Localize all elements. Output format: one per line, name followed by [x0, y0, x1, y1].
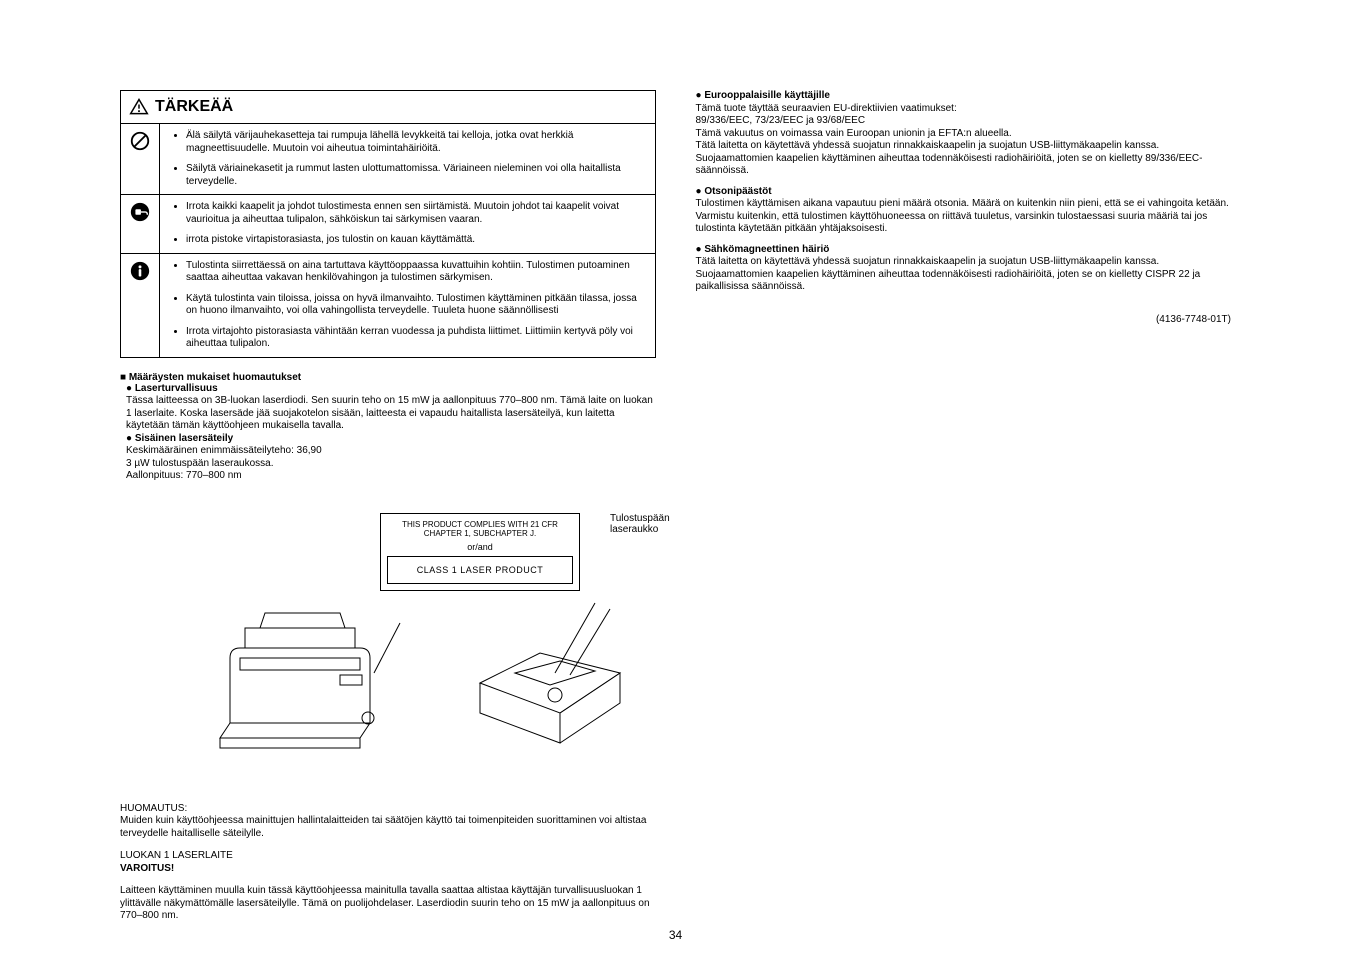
important-title: TÄRKEÄÄ — [155, 97, 233, 117]
laser-safety-text: Tässa laitteessa on 3B-luokan laserdiodi… — [126, 395, 656, 433]
eu-title: ● Eurooppalaisille käyttäjille — [696, 90, 1232, 103]
laser-unit-illustration — [460, 583, 640, 763]
warning-text: Laitteen käyttäminen muulla kuin tässä k… — [120, 885, 656, 923]
page-number: 34 — [669, 928, 682, 942]
eu-p3: Tämä vakuutus on voimassa vain Euroopan … — [696, 128, 1232, 141]
bullet: Tulostinta siirrettäessä on aina tartutt… — [186, 260, 647, 285]
bullet: Irrota kaikki kaapelit ja johdot tulosti… — [186, 201, 647, 226]
emi-text: Tätä laitetta on käytettävä yhdessä suoj… — [696, 256, 1232, 294]
ozone-text: Tulostimen käyttämisen aikana vapautuu p… — [696, 198, 1232, 236]
label-sep: or/and — [387, 542, 573, 552]
ozone-title: ● Otsonipäästöt — [696, 186, 1232, 199]
lower-notes: HUOMAUTUS: Muiden kuin käyttöohjeessa ma… — [120, 803, 656, 923]
important-table: TÄRKEÄÄ Älä säilytä värijauhekasetteja t… — [120, 90, 656, 358]
compliance-label-box: THIS PRODUCT COMPLIES WITH 21 CFR CHAPTE… — [380, 513, 580, 591]
laser-caption: Tulostuspään laseraukko — [610, 513, 670, 535]
huom-text: Muiden kuin käyttöohjeessa mainittujen h… — [120, 815, 646, 839]
internal-laser-line: Keskimääräinen enimmäissäteilyteho: 36,9… — [126, 445, 656, 458]
warning-triangle-icon — [129, 97, 149, 117]
bullet: Älä säilytä värijauhekasetteja tai rumpu… — [186, 130, 647, 155]
regulatory-title: ■ Määräysten mukaiset huomautukset — [120, 372, 656, 383]
bullet: irrota pistoke virtapistorasiasta, jos t… — [186, 234, 647, 247]
label-inner: CLASS 1 LASER PRODUCT — [387, 556, 573, 584]
label-line1: THIS PRODUCT COMPLIES WITH 21 CFR — [387, 520, 573, 529]
internal-laser-title: ● Sisäinen lasersäteily — [126, 433, 656, 446]
important-row-0: Älä säilytä värijauhekasetteja tai rumpu… — [168, 130, 647, 188]
bullet: Irrota virtajohto pistorasiasta vähintää… — [186, 326, 647, 351]
class1-line: LUOKAN 1 LASERLAITE — [120, 850, 233, 861]
info-icon — [129, 260, 151, 282]
huom-label: HUOMAUTUS: — [120, 803, 187, 814]
unplug-icon — [129, 201, 151, 223]
internal-laser-line: Aallonpituus: 770–800 nm — [126, 470, 656, 483]
eu-p4: Tätä laitetta on käytettävä yhdessä suoj… — [696, 140, 1232, 178]
warning-label: VAROITUS! — [120, 863, 174, 874]
prohibit-icon — [129, 130, 151, 152]
internal-laser-line: 3 µW tulostuspään laseraukossa. — [126, 458, 656, 471]
figure-area: THIS PRODUCT COMPLIES WITH 21 CFR CHAPTE… — [120, 513, 656, 793]
left-column: TÄRKEÄÄ Älä säilytä värijauhekasetteja t… — [120, 90, 656, 933]
right-column: ● Eurooppalaisille käyttäjille Tämä tuot… — [696, 90, 1232, 933]
eu-p2: 89/336/EEC, 73/23/EEC ja 93/68/EEC — [696, 115, 1232, 128]
important-row-2: Tulostinta siirrettäessä on aina tartutt… — [168, 260, 647, 351]
label-line2: CHAPTER 1, SUBCHAPTER J. — [387, 529, 573, 538]
laser-safety-title: ● Laserturvallisuus — [126, 383, 656, 396]
printer-illustration — [210, 603, 410, 763]
important-row-1: Irrota kaikki kaapelit ja johdot tulosti… — [168, 201, 647, 247]
bullet: Käytä tulostinta vain tiloissa, joissa o… — [186, 293, 647, 318]
doc-code: (4136-7748-01T) — [696, 314, 1232, 327]
eu-p1: Tämä tuote täyttää seuraavien EU-direkti… — [696, 103, 1232, 116]
bullet: Säilytä väriainekasetit ja rummut lasten… — [186, 163, 647, 188]
emi-title: ● Sähkömagneettinen häiriö — [696, 244, 1232, 257]
